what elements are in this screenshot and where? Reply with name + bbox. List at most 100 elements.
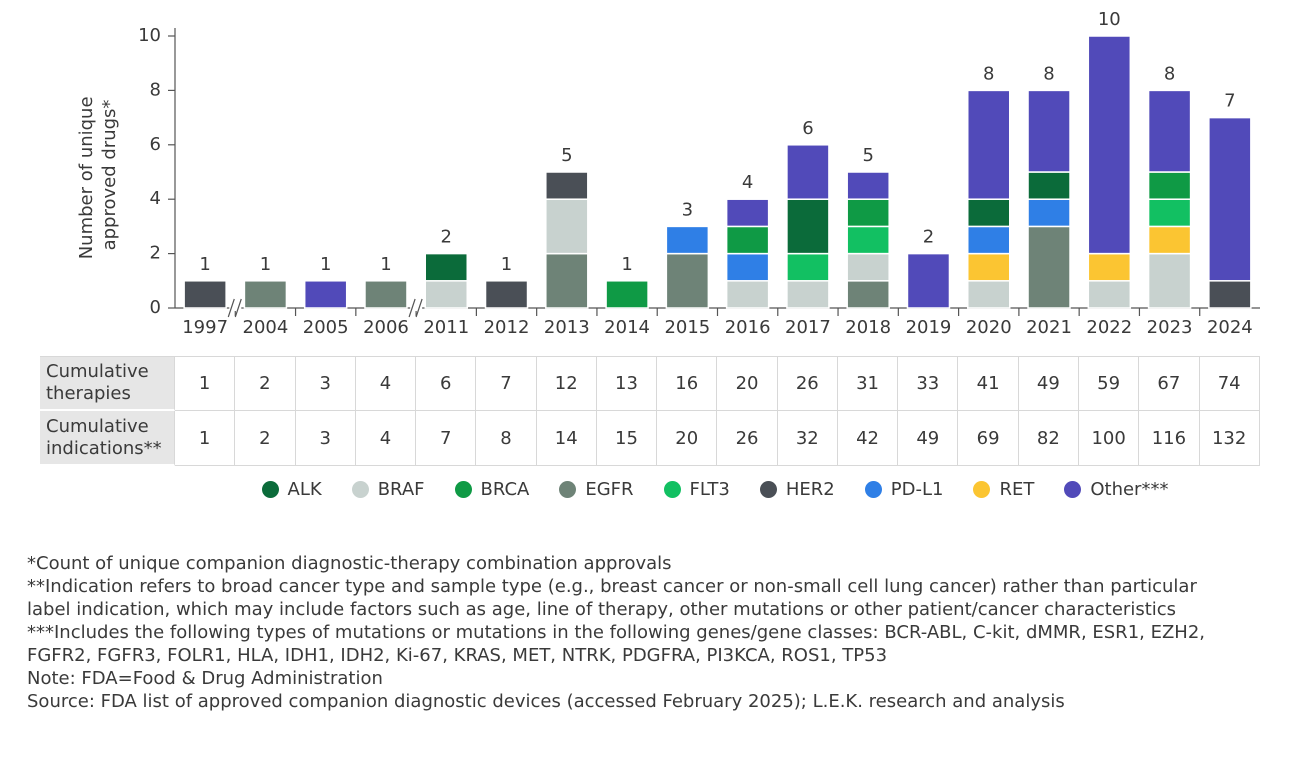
table-cell: 100: [1078, 411, 1140, 466]
legend-label: HER2: [785, 479, 835, 500]
bar-segment: [183, 280, 227, 309]
table-cell: 74: [1199, 356, 1260, 411]
table-cell: 3: [295, 411, 356, 466]
legend-item: FLT3: [663, 479, 730, 500]
bar-segment: [545, 252, 589, 309]
table-cell: 49: [898, 411, 959, 466]
total-label: 8: [1043, 63, 1054, 84]
bar-segment: [846, 225, 890, 255]
table-cell: 4: [355, 411, 417, 466]
legend-swatch: [559, 481, 577, 498]
table-cell: 6: [416, 356, 477, 411]
x-tick-label: 2020: [966, 317, 1012, 338]
bar-segment: [665, 225, 710, 255]
bar-segment: [1147, 89, 1192, 173]
y-tick-label: 2: [150, 243, 161, 264]
table-cell: 3: [295, 356, 356, 411]
footnote: **Indication refers to broad cancer type…: [27, 576, 1197, 620]
table-cell: 16: [657, 356, 718, 411]
row-label: Cumulative therapies: [40, 356, 175, 411]
legend-swatch: [454, 481, 472, 498]
x-tick-label: 2019: [906, 317, 952, 338]
axis-break-gap: [410, 305, 423, 311]
table-cell: 4: [355, 356, 417, 411]
bar-segment: [786, 280, 830, 309]
table-cell: 2: [235, 356, 296, 411]
total-label: 8: [1164, 63, 1175, 84]
bar-segment: [786, 252, 830, 282]
total-label: 3: [682, 199, 693, 220]
legend-label: FLT3: [689, 479, 730, 500]
bar-segment: [665, 252, 710, 309]
bar-segment: [846, 171, 890, 200]
y-tick-label: 10: [138, 25, 161, 46]
bar-segment: [725, 280, 770, 309]
legend-swatch: [261, 481, 279, 498]
x-tick-label: 2011: [423, 317, 469, 338]
bar-segment: [1027, 171, 1071, 200]
bar-segment: [545, 171, 589, 200]
x-tick-label: 2013: [544, 317, 590, 338]
total-label: 6: [802, 118, 813, 139]
bar-segment: [1087, 252, 1132, 282]
table-cell: 1: [175, 411, 236, 466]
legend-label: Other***: [1090, 479, 1169, 500]
footnote: Note: FDA=Food & Drug Administration: [27, 668, 383, 689]
legend-label: BRAF: [377, 479, 425, 500]
bar-segment: [846, 280, 890, 309]
table-cell: 7: [476, 356, 537, 411]
bar-segment: [967, 252, 1011, 282]
bar-segment: [1027, 89, 1071, 173]
legend-item: BRAF: [351, 479, 425, 500]
footnote: ***Includes the following types of mutat…: [27, 622, 1205, 666]
bar-segment: [1087, 35, 1132, 255]
y-tick-label: 4: [150, 188, 161, 209]
bar-segment: [967, 225, 1011, 255]
legend-swatch: [1064, 481, 1082, 498]
chart: Number of unique approved drugs* 0 2 4 6 8 10…: [76, 9, 1260, 338]
row-label: Cumulative indications**: [40, 411, 175, 466]
table-cell: 59: [1078, 356, 1140, 411]
bar-segment: [967, 280, 1011, 309]
y-tick-label: 6: [150, 134, 161, 155]
legend-label: BRCA: [480, 479, 530, 500]
table-cell: 31: [837, 356, 899, 411]
total-label: 5: [862, 145, 873, 166]
table-cell: 20: [657, 411, 718, 466]
table-cell: 69: [958, 411, 1019, 466]
bar-segment: [303, 280, 348, 309]
legend-label: RET: [999, 479, 1035, 500]
legend-swatch: [864, 481, 882, 498]
legend-swatch: [663, 481, 681, 498]
bar-segment: [243, 280, 288, 309]
total-label: 1: [380, 254, 391, 275]
legend-item: HER2: [759, 479, 835, 500]
total-label: 1: [199, 254, 210, 275]
bar-segment: [786, 198, 830, 255]
x-tick-label: 1997: [182, 317, 228, 338]
x-tick-label: 2022: [1086, 317, 1132, 338]
table-cell: 33: [898, 356, 959, 411]
bar-segment: [725, 198, 770, 228]
x-tick-label: 2017: [785, 317, 831, 338]
bar-segment: [424, 252, 468, 282]
total-label: 10: [1098, 9, 1121, 30]
total-label: 1: [320, 254, 331, 275]
footnote: Source: FDA list of approved companion d…: [27, 691, 1065, 712]
bar-segment: [1147, 171, 1192, 200]
table-cell: 32: [777, 411, 838, 466]
bar-segment: [545, 198, 589, 255]
legend-label: EGFR: [585, 479, 634, 500]
table-cell: 42: [837, 411, 899, 466]
table-cell: 8: [476, 411, 537, 466]
axis-break: [415, 298, 423, 318]
total-label: 1: [260, 254, 271, 275]
bar-segment: [725, 252, 770, 282]
bar-segment: [1147, 225, 1192, 255]
table-cell: 15: [596, 411, 658, 466]
table-cell: 7: [416, 411, 477, 466]
x-tick-label: 2016: [725, 317, 771, 338]
table-cell: 26: [717, 411, 778, 466]
bar-segment: [605, 280, 649, 309]
